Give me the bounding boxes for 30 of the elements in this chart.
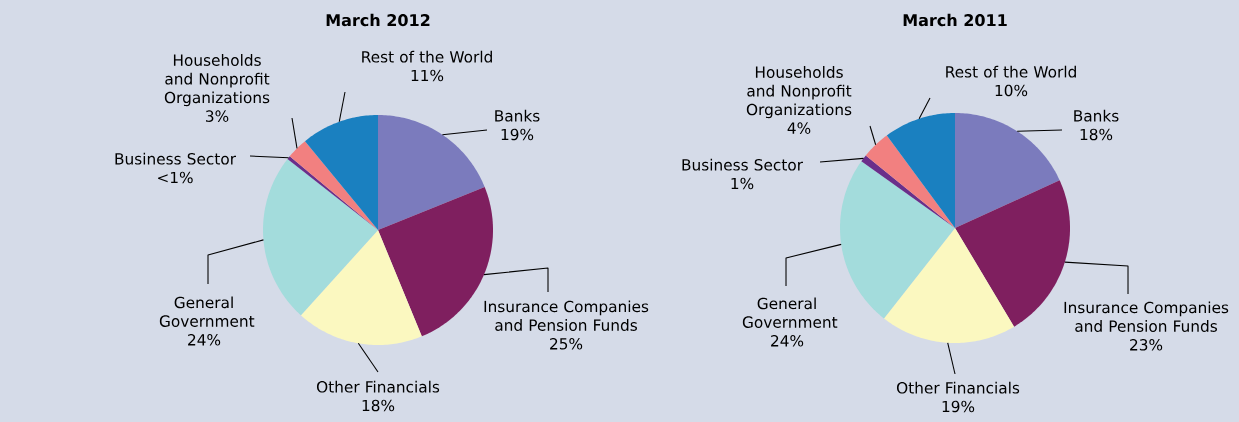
data-label: 25% [550,338,583,350]
slice-label: Households and Nonprofit Organizations [164,54,270,107]
data-label: 24% [188,334,221,346]
slice-label: General Government [742,297,838,328]
slice-label: Business Sector [682,158,804,171]
data-label: 4% [787,122,811,134]
slice-label: Business Sector [115,152,237,165]
slice-label: Households and Nonprofit Organizations [746,66,852,119]
data-label: 18% [1080,128,1113,141]
slice-label: Other Financials [896,381,1020,394]
data-label: 1% [731,177,754,190]
data-label: 10% [995,84,1028,97]
data-label: 18% [362,399,395,412]
slice-label: Insurance Companies and Pension Funds [484,300,649,331]
chart-title: March 2012 [326,13,430,27]
data-label: 3% [206,110,229,122]
slice-label: Other Financials [316,380,440,393]
slice-label: Banks [1074,109,1119,122]
slice-label: Banks [495,109,540,122]
data-label: 11% [411,69,444,82]
data-label: 19% [942,400,975,413]
slice-label: Insurance Companies and Pension Funds [1064,301,1229,332]
chart-title: March 2011 [903,13,1007,27]
slice-label: Rest of the World [362,50,492,63]
data-label: 23% [1130,339,1163,351]
data-label: 24% [771,335,804,347]
data-label: 19% [501,128,534,141]
slice-label: General Government [159,296,255,327]
data-label: <1% [158,171,193,184]
slice-label: Rest of the World [946,65,1076,78]
